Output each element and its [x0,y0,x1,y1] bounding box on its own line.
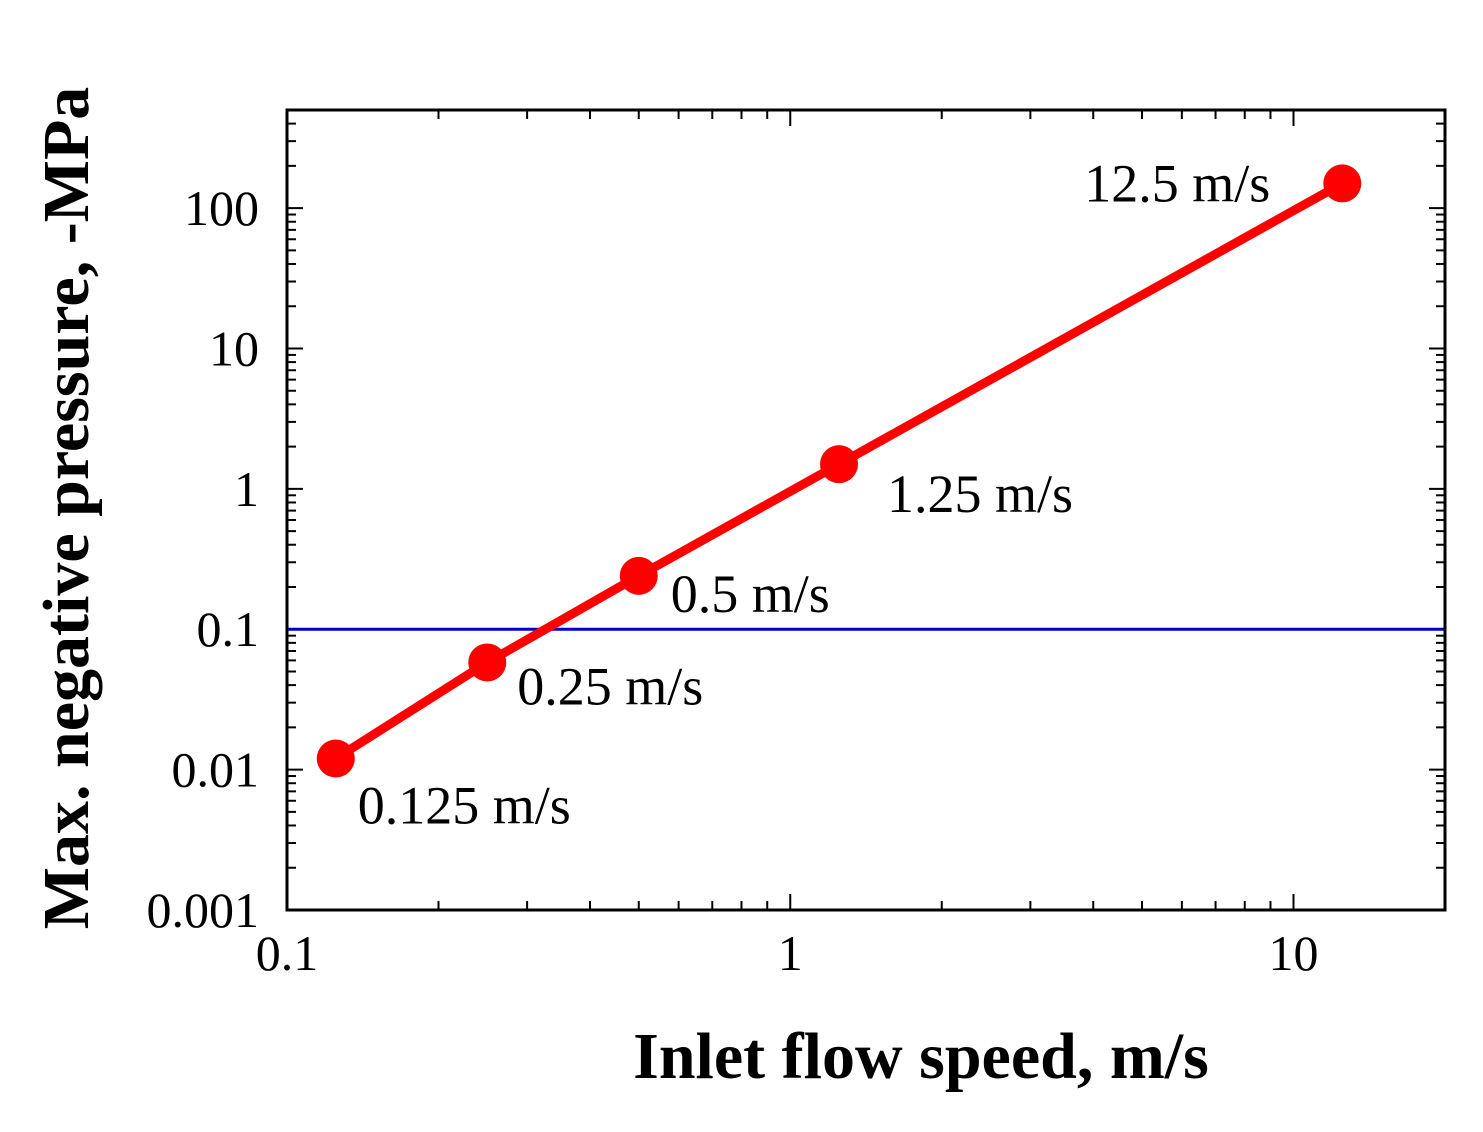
data-point [316,739,355,778]
data-point [1323,164,1362,203]
y-axis-title: Max. negative pressure, -MPa [30,87,103,930]
plot-frame [285,108,1447,912]
data-point [820,445,859,484]
data-label: 1.25 m/s [887,464,1073,524]
x-axis-title: Inlet flow speed, m/s [633,1020,1209,1093]
labels-layer: 0.125 m/s 0.25 m/s 0.5 m/s 1.25 m/s 12.5 m/s [358,153,1271,835]
series-layer [316,164,1362,778]
x-tick-label: 1 [778,925,803,981]
data-point [468,643,507,682]
data-label: 12.5 m/s [1084,153,1270,213]
y-tick-label: 10 [209,320,259,376]
y-tick-label: 0.1 [197,601,260,657]
ticks-layer: 0.1 1 10 0.001 0.01 0.1 1 10 100 [147,109,1446,981]
x-tick-label: 0.1 [256,925,319,981]
data-point [619,556,658,595]
y-tick-label: 0.001 [147,882,260,938]
data-label: 0.25 m/s [517,656,703,716]
data-label: 0.125 m/s [358,776,571,836]
y-tick-label: 1 [234,461,259,517]
data-label: 0.5 m/s [671,564,830,624]
y-tick-label: 0.01 [172,742,260,798]
x-tick-label: 10 [1269,925,1319,981]
y-tick-label: 100 [184,180,259,236]
